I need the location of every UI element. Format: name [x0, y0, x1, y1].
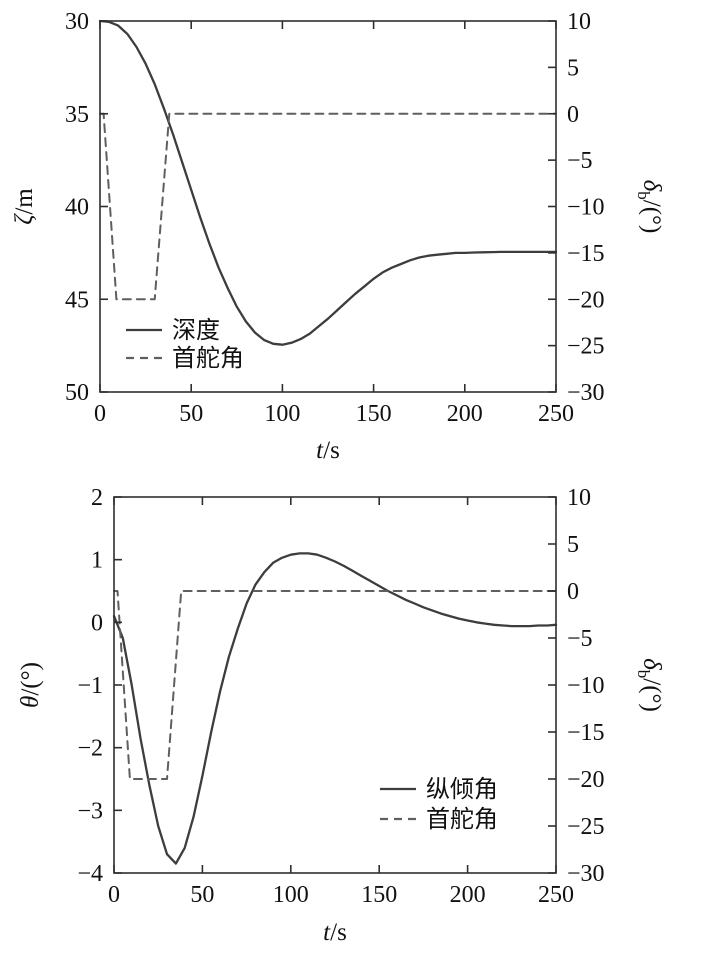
y-right-tick-label: −10 [567, 673, 605, 699]
y-axis-left: 2 1 0 −1 −2 −3 −4 [77, 485, 122, 887]
y-right-tick-label: −30 [567, 861, 605, 887]
y-axis-right: 10 5 0 −5 −10 −15 −20 −25 −30 [548, 9, 605, 406]
pitch-series-group [112, 552, 558, 865]
depth-series-group [98, 19, 558, 346]
y-right-tick-label: −20 [567, 767, 605, 793]
y-right-tick-label: −15 [567, 241, 605, 267]
x-tick-label: 250 [538, 882, 574, 908]
y-right-tick-label: −25 [567, 814, 605, 840]
depth-series-rudder-dashed-line [99, 112, 557, 301]
y-left-tick-label: 40 [65, 195, 89, 221]
depth-series-main-solid-line [98, 19, 558, 346]
y-left-tick-label: −1 [77, 673, 103, 699]
y-left-tick-label: 1 [91, 548, 103, 574]
x-tick-label: 150 [361, 882, 397, 908]
y-left-tick-label: 45 [65, 287, 89, 313]
axis-label: δb/(°) [634, 658, 665, 712]
y-right-tick-label: −5 [567, 626, 593, 652]
depth-chart: 0 50 100 150 200 25030354045501050−5−10−15−20… [11, 9, 665, 464]
y-left-tick-label: 0 [91, 610, 103, 636]
legend-label: 深度 [172, 317, 220, 344]
axis-label: ζ/m [11, 188, 38, 225]
y-left-tick-label: 35 [65, 102, 89, 128]
y-left-tick-label: 2 [91, 485, 103, 511]
y-right-tick-label: −15 [567, 720, 605, 746]
y-right-tick-label: 0 [567, 102, 579, 128]
pitch-chart: 0 50 100 150 200 250210−1−2−3−41050−5−10−15−2… [17, 485, 665, 946]
x-tick-label: 50 [179, 401, 203, 427]
y-right-tick-label: 5 [567, 55, 579, 81]
x-tick-label: 200 [447, 401, 483, 427]
y-right-tick-label: −5 [567, 148, 593, 174]
y-right-tick-label: 0 [567, 579, 579, 605]
pitch-series-rudder-dashed-line [113, 590, 557, 780]
axis-label: t/s [323, 919, 347, 946]
pitch-series-main-solid-line [112, 552, 558, 865]
x-tick-label: 200 [450, 882, 486, 908]
axis-label: θ/(°) [17, 662, 44, 708]
y-axis-left: 30 35 40 45 50 [65, 9, 108, 406]
y-axis-right: 10 5 0 −5 −10 −15 −20 −25 −30 [548, 485, 605, 887]
y-left-tick-label: −2 [77, 736, 103, 762]
legend-label: 首舵角 [172, 345, 244, 372]
legend-label: 首舵角 [426, 806, 498, 833]
y-right-tick-label: 10 [567, 9, 591, 35]
x-axis: 0 50 100 150 200 250 [94, 21, 574, 427]
x-tick-label: 0 [94, 401, 106, 427]
legend-label: 纵倾角 [426, 776, 498, 803]
x-tick-label: 100 [273, 882, 309, 908]
x-tick-label: 250 [538, 401, 574, 427]
axis-label: δb/(°) [634, 180, 665, 234]
x-tick-label: 0 [108, 882, 120, 908]
y-left-tick-label: 50 [65, 380, 89, 406]
y-right-tick-label: 5 [567, 532, 579, 558]
y-left-tick-label: −3 [77, 798, 103, 824]
x-tick-label: 50 [190, 882, 214, 908]
y-right-tick-label: −20 [567, 287, 605, 313]
y-left-tick-label: 30 [65, 9, 89, 35]
y-right-tick-label: −30 [567, 380, 605, 406]
y-right-tick-label: −10 [567, 195, 605, 221]
y-right-tick-label: 10 [567, 485, 591, 511]
axis-label: t/s [316, 437, 340, 464]
x-tick-label: 100 [264, 401, 300, 427]
x-axis: 0 50 100 150 200 250 [108, 497, 574, 908]
y-right-tick-label: −25 [567, 334, 605, 360]
x-tick-label: 150 [356, 401, 392, 427]
plot-frame [99, 20, 557, 393]
y-left-tick-label: −4 [77, 861, 103, 887]
